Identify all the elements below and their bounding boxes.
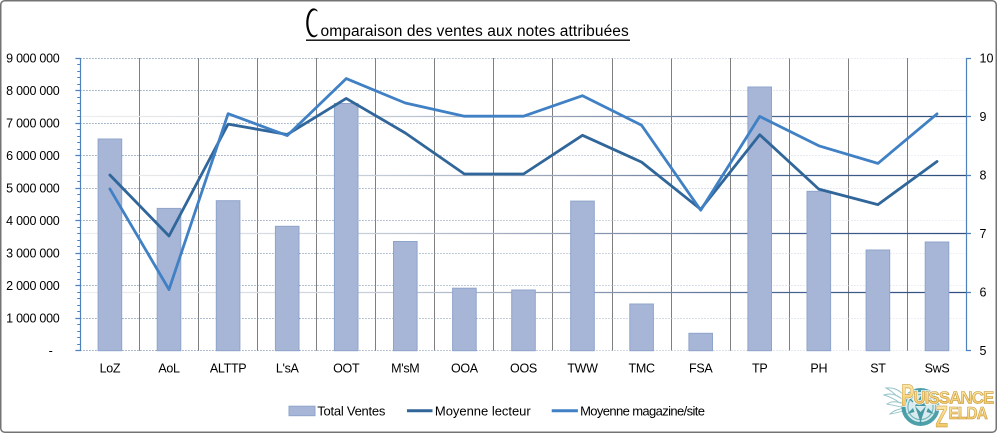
svg-text:6 000 000: 6 000 000 xyxy=(6,149,60,163)
svg-text:10: 10 xyxy=(980,51,994,65)
svg-text:3 000 000: 3 000 000 xyxy=(6,246,60,260)
svg-text:9: 9 xyxy=(980,110,987,124)
svg-text:5 000 000: 5 000 000 xyxy=(6,181,60,195)
svg-text:ELDA: ELDA xyxy=(949,403,988,423)
svg-text:PH: PH xyxy=(810,362,827,376)
svg-text:Moyenne magazine/site: Moyenne magazine/site xyxy=(580,404,705,419)
svg-text:P: P xyxy=(901,377,914,413)
svg-text:ST: ST xyxy=(870,362,886,376)
svg-text:Z: Z xyxy=(936,399,949,433)
svg-text:9 000 000: 9 000 000 xyxy=(6,51,60,65)
svg-text:SwS: SwS xyxy=(925,362,950,376)
svg-text:M'sM: M'sM xyxy=(391,362,419,376)
svg-text:OOS: OOS xyxy=(510,362,537,376)
svg-text:4 000 000: 4 000 000 xyxy=(6,214,60,228)
svg-text:1 000 000: 1 000 000 xyxy=(6,312,60,326)
svg-text:TMC: TMC xyxy=(629,362,655,376)
svg-text:P: P xyxy=(901,377,914,413)
svg-text:7: 7 xyxy=(980,227,987,241)
svg-text:8 000 000: 8 000 000 xyxy=(6,84,60,98)
svg-text:6: 6 xyxy=(980,286,987,300)
svg-text:Moyenne lecteur: Moyenne lecteur xyxy=(435,404,532,419)
svg-text:AoL: AoL xyxy=(158,362,180,376)
svg-text:L'sA: L'sA xyxy=(276,362,300,376)
svg-text:OOA: OOA xyxy=(451,362,479,376)
svg-text:ALTTP: ALTTP xyxy=(210,362,246,376)
svg-text:ELDA: ELDA xyxy=(949,403,988,423)
svg-text:Z: Z xyxy=(936,399,949,433)
svg-text:LoZ: LoZ xyxy=(100,362,121,376)
svg-text:8: 8 xyxy=(980,168,987,182)
svg-text:omparaison des ventes aux note: omparaison des ventes aux notes attribué… xyxy=(321,23,630,40)
svg-text:UISSANCE: UISSANCE xyxy=(914,387,994,408)
svg-text:OOT: OOT xyxy=(333,362,360,376)
svg-text:-: - xyxy=(49,344,53,358)
svg-text:TP: TP xyxy=(752,362,767,376)
svg-text:Total Ventes: Total Ventes xyxy=(317,404,386,419)
svg-text:2 000 000: 2 000 000 xyxy=(6,279,60,293)
svg-text:UISSANCE: UISSANCE xyxy=(914,387,994,408)
svg-text:7 000 000: 7 000 000 xyxy=(6,116,60,130)
svg-text:FSA: FSA xyxy=(689,362,713,376)
svg-text:TWW: TWW xyxy=(567,362,598,376)
svg-text:5: 5 xyxy=(980,344,987,358)
